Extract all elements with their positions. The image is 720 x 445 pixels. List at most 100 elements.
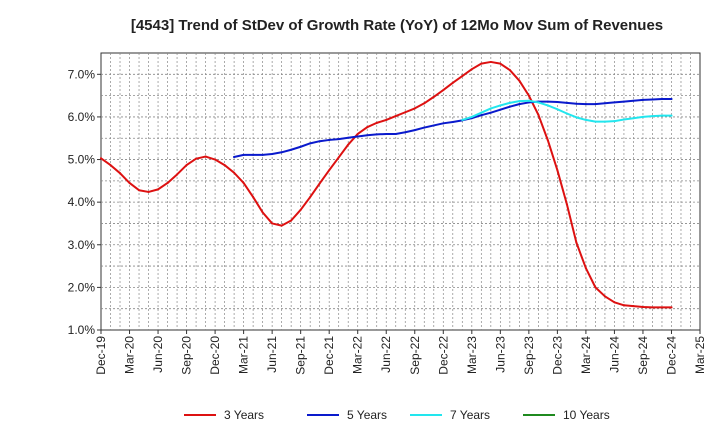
x-tick-label: Mar-20 <box>123 336 137 374</box>
data-point <box>214 158 217 161</box>
data-point <box>499 108 502 111</box>
data-point <box>299 145 302 148</box>
data-point <box>546 104 549 107</box>
legend: 3 Years 5 Years 7 Years 10 Years <box>184 408 610 422</box>
data-point <box>176 173 179 176</box>
data-point <box>575 116 578 119</box>
data-point <box>565 203 568 206</box>
data-point <box>138 189 141 192</box>
data-point <box>518 103 521 106</box>
legend-label: 5 Years <box>347 408 387 422</box>
data-point <box>318 182 321 185</box>
data-point <box>480 62 483 65</box>
data-point <box>404 131 407 134</box>
data-point <box>147 190 150 193</box>
x-tick-label: Jun-24 <box>607 336 621 373</box>
data-point <box>461 75 464 78</box>
data-point <box>385 118 388 121</box>
data-point <box>356 135 359 138</box>
data-point <box>366 134 369 137</box>
data-point <box>651 98 654 101</box>
x-tick-label: Jun-22 <box>379 336 393 373</box>
y-tick-label: 1.0% <box>68 323 96 337</box>
data-point <box>480 114 483 117</box>
data-point <box>508 69 511 72</box>
data-point <box>100 157 102 160</box>
data-point <box>670 98 673 101</box>
x-tick-label: Sep-24 <box>636 336 650 375</box>
data-point <box>584 103 587 106</box>
data-point <box>280 224 283 227</box>
data-point <box>242 181 245 184</box>
data-point <box>347 143 350 146</box>
x-tick-label: Mar-23 <box>465 336 479 374</box>
x-tick-label: Sep-20 <box>180 336 194 375</box>
data-point <box>632 117 635 120</box>
axes: 1.0% 2.0% 3.0% 4.0% 5.0% 6.0% 7.0% Dec-19 Mar-20… <box>68 67 707 374</box>
data-point <box>423 102 426 105</box>
data-point <box>546 139 549 142</box>
data-point <box>575 102 578 105</box>
data-point <box>489 111 492 114</box>
data-point <box>613 120 616 123</box>
x-tick-label: Dec-20 <box>208 336 222 375</box>
x-tick-label: Jun-23 <box>493 336 507 373</box>
data-point <box>470 115 473 118</box>
data-point <box>565 112 568 115</box>
x-tick-label: Mar-21 <box>237 336 251 374</box>
x-tick-label: Sep-21 <box>294 336 308 375</box>
data-point <box>632 99 635 102</box>
data-point <box>508 101 511 104</box>
data-point <box>556 169 559 172</box>
series-lines <box>100 60 673 309</box>
y-tick-label: 5.0% <box>68 153 96 167</box>
data-point <box>366 126 369 129</box>
data-point <box>641 115 644 118</box>
x-tick-label: Jun-20 <box>151 336 165 373</box>
data-point <box>109 164 112 167</box>
data-point <box>309 142 312 145</box>
data-point <box>432 124 435 127</box>
data-point <box>470 68 473 71</box>
data-point <box>337 138 340 141</box>
data-point <box>641 305 644 308</box>
data-point <box>613 301 616 304</box>
data-point <box>613 101 616 104</box>
data-point <box>594 286 597 289</box>
data-point <box>242 153 245 156</box>
y-tick-label: 3.0% <box>68 238 96 252</box>
data-point <box>385 132 388 135</box>
data-point <box>565 101 568 104</box>
data-point <box>603 120 606 123</box>
data-point <box>404 111 407 114</box>
x-tick-label: Sep-23 <box>522 336 536 375</box>
data-point <box>318 140 321 143</box>
data-point <box>347 136 350 139</box>
data-point <box>556 101 559 104</box>
data-point <box>670 114 673 117</box>
data-point <box>185 164 188 167</box>
data-point <box>622 304 625 307</box>
data-point <box>651 115 654 118</box>
data-point <box>356 132 359 135</box>
data-point <box>375 133 378 136</box>
x-tick-label: Mar-24 <box>579 336 593 374</box>
data-point <box>527 94 530 97</box>
data-point <box>128 181 131 184</box>
legend-label: 3 Years <box>224 408 264 422</box>
data-point <box>442 89 445 92</box>
data-point <box>166 181 169 184</box>
data-point <box>442 122 445 125</box>
data-point <box>451 121 454 124</box>
x-tick-label: Sep-22 <box>408 336 422 375</box>
data-point <box>223 164 226 167</box>
data-point <box>499 62 502 65</box>
data-point <box>271 222 274 225</box>
data-point <box>337 156 340 159</box>
data-point <box>603 295 606 298</box>
data-point <box>556 108 559 111</box>
data-point <box>290 148 293 151</box>
data-point <box>252 153 255 156</box>
x-tick-label: Dec-19 <box>94 336 108 375</box>
